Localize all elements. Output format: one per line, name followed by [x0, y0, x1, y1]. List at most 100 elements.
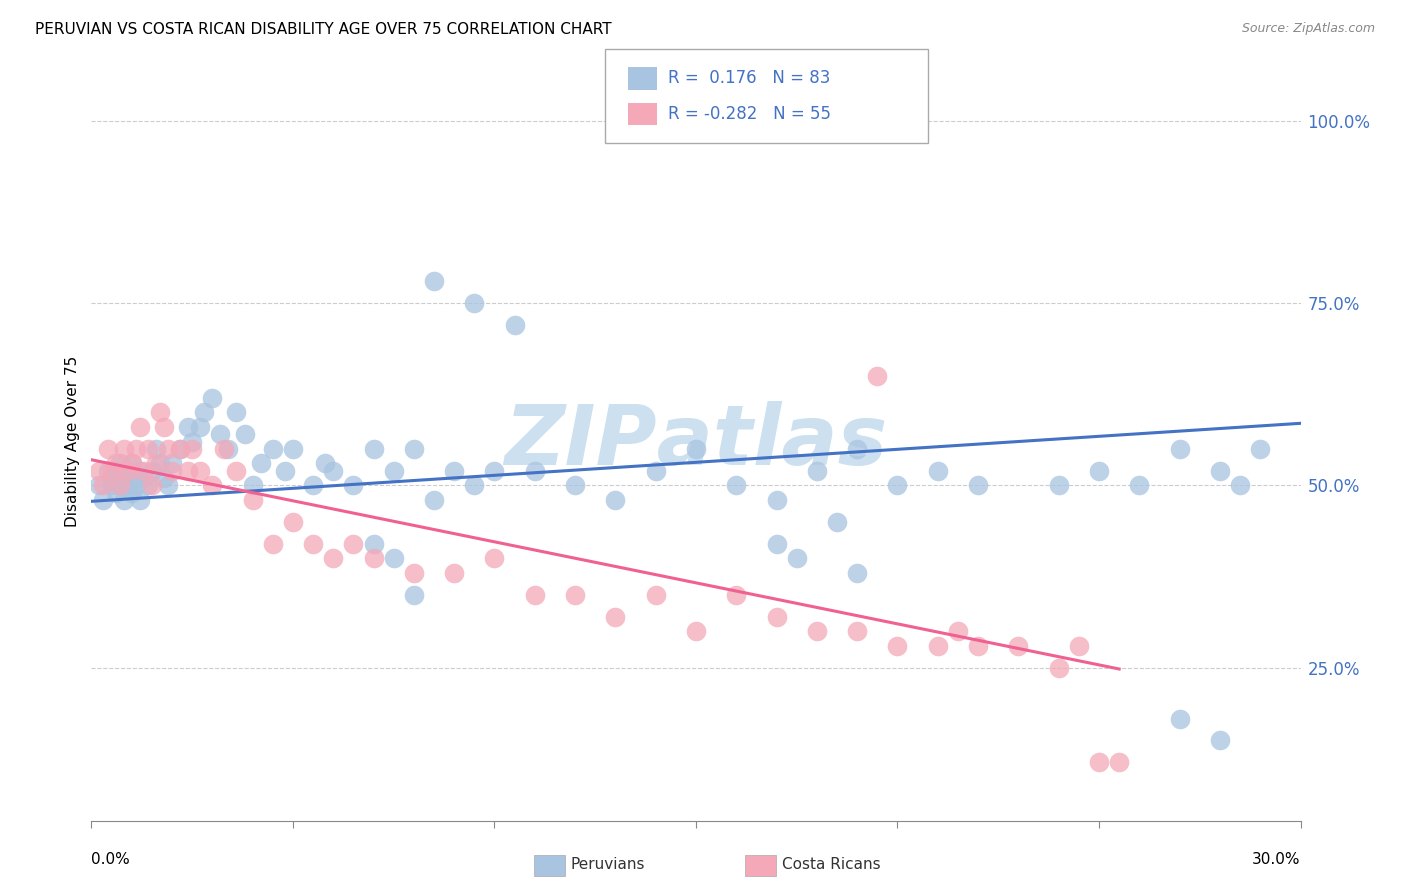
Point: [117, 464, 139, 478]
Point: [104, 457, 127, 471]
Point: [382, 464, 405, 478]
Point: [605, 492, 627, 507]
Text: 30.0%: 30.0%: [1253, 852, 1301, 867]
Point: [423, 492, 446, 507]
Point: [128, 420, 150, 434]
Point: [141, 478, 163, 492]
Point: [564, 588, 586, 602]
Point: [201, 478, 224, 492]
Point: [443, 566, 465, 580]
Point: [806, 624, 828, 639]
Point: [605, 609, 627, 624]
Point: [112, 471, 135, 485]
Point: [927, 639, 949, 653]
Point: [117, 464, 139, 478]
Point: [262, 442, 284, 456]
Point: [108, 457, 131, 471]
Point: [117, 478, 139, 492]
Point: [564, 478, 586, 492]
Point: [503, 318, 526, 332]
Point: [765, 609, 787, 624]
Point: [846, 566, 869, 580]
Point: [108, 478, 131, 492]
Point: [725, 478, 748, 492]
Point: [1088, 464, 1111, 478]
Point: [463, 296, 485, 310]
Point: [1209, 464, 1232, 478]
Point: [93, 478, 115, 492]
Point: [100, 471, 122, 485]
Point: [156, 442, 179, 456]
Point: [523, 588, 546, 602]
Point: [322, 551, 344, 566]
Text: PERUVIAN VS COSTA RICAN DISABILITY AGE OVER 75 CORRELATION CHART: PERUVIAN VS COSTA RICAN DISABILITY AGE O…: [35, 22, 612, 37]
Point: [967, 639, 990, 653]
Point: [1047, 478, 1070, 492]
Point: [1209, 733, 1232, 747]
Point: [156, 478, 179, 492]
Point: [108, 478, 131, 492]
Point: [181, 434, 204, 449]
Point: [1168, 712, 1191, 726]
Point: [322, 464, 344, 478]
Point: [121, 457, 143, 471]
Point: [402, 588, 425, 602]
Text: R = -0.282   N = 55: R = -0.282 N = 55: [668, 105, 831, 123]
Y-axis label: Disability Age Over 75: Disability Age Over 75: [65, 356, 80, 527]
Point: [806, 464, 828, 478]
Point: [363, 536, 385, 550]
Point: [149, 405, 172, 419]
Point: [825, 515, 848, 529]
Point: [1007, 639, 1029, 653]
Point: [866, 368, 889, 383]
Point: [177, 464, 200, 478]
Point: [132, 471, 155, 485]
Text: ZIP​atlas: ZIP​atlas: [505, 401, 887, 482]
Point: [121, 485, 143, 500]
Point: [363, 551, 385, 566]
Point: [1108, 756, 1130, 770]
Point: [1128, 478, 1150, 492]
Point: [112, 492, 135, 507]
Point: [927, 464, 949, 478]
Point: [217, 442, 239, 456]
Point: [145, 442, 167, 456]
Point: [484, 551, 506, 566]
Point: [443, 464, 465, 478]
Point: [281, 442, 304, 456]
Point: [214, 442, 236, 456]
Point: [314, 457, 336, 471]
Point: [169, 442, 191, 456]
Point: [967, 478, 990, 492]
Point: [342, 536, 364, 550]
Point: [125, 478, 148, 492]
Point: [1088, 756, 1111, 770]
Point: [886, 478, 908, 492]
Point: [160, 457, 183, 471]
Point: [121, 457, 143, 471]
Point: [242, 478, 264, 492]
Point: [145, 457, 167, 471]
Point: [188, 420, 211, 434]
Point: [201, 391, 224, 405]
Point: [160, 464, 183, 478]
Point: [423, 274, 446, 288]
Point: [188, 464, 211, 478]
Point: [96, 464, 118, 478]
Point: [225, 405, 247, 419]
Point: [402, 566, 425, 580]
Text: R =  0.176   N = 83: R = 0.176 N = 83: [668, 70, 830, 87]
Point: [886, 639, 908, 653]
Point: [104, 485, 127, 500]
Point: [181, 442, 204, 456]
Point: [93, 492, 115, 507]
Text: Source: ZipAtlas.com: Source: ZipAtlas.com: [1241, 22, 1375, 36]
Point: [1168, 442, 1191, 456]
Point: [262, 536, 284, 550]
Point: [225, 464, 247, 478]
Point: [846, 442, 869, 456]
Point: [100, 478, 122, 492]
Point: [141, 464, 163, 478]
Point: [1229, 478, 1251, 492]
Point: [233, 427, 256, 442]
